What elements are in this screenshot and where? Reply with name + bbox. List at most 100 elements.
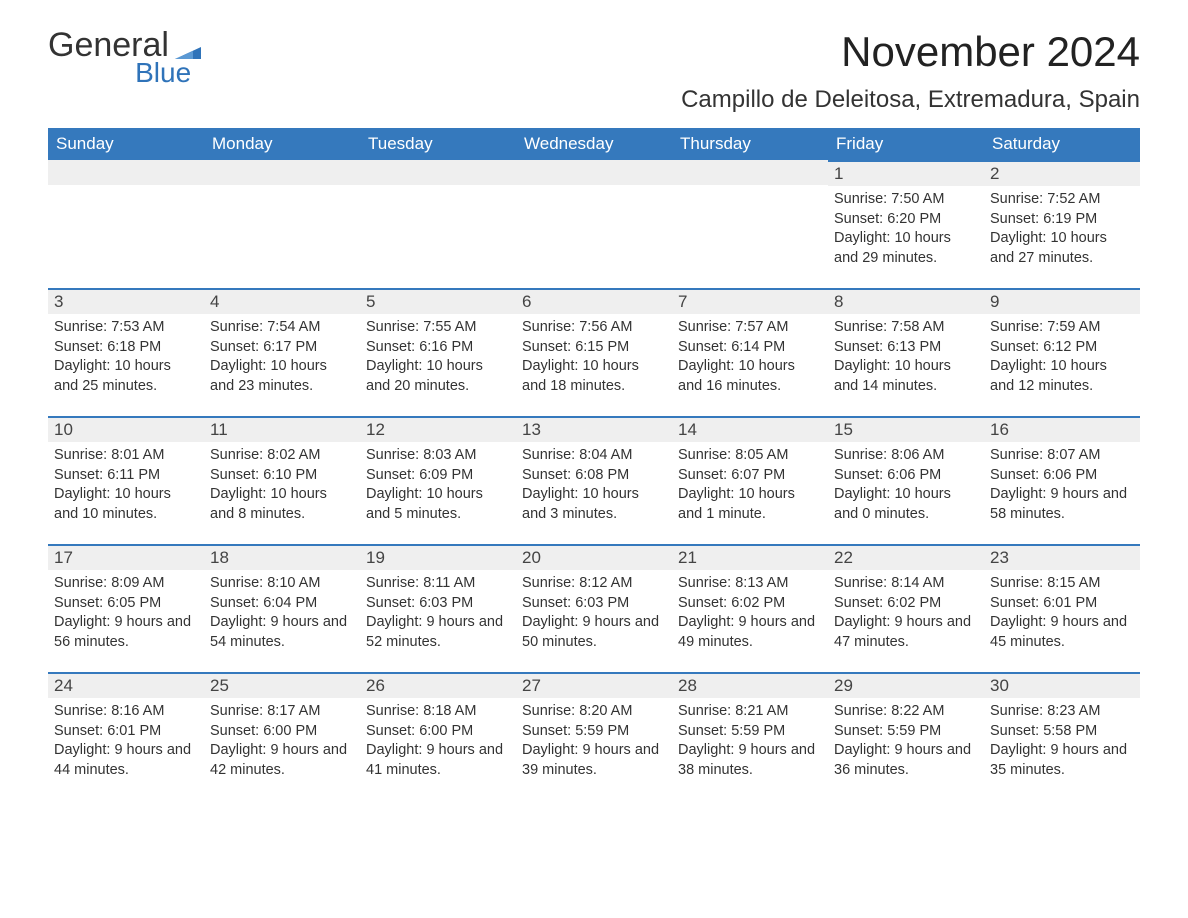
daylight-line: Daylight: 10 hours and 23 minutes. (210, 357, 354, 396)
sunrise-line: Sunrise: 8:21 AM (678, 702, 822, 722)
day-details: Sunrise: 7:50 AMSunset: 6:20 PMDaylight:… (828, 186, 984, 274)
daylight-line: Daylight: 9 hours and 54 minutes. (210, 613, 354, 652)
sunrise-line: Sunrise: 8:20 AM (522, 702, 666, 722)
calendar-week-row: 24Sunrise: 8:16 AMSunset: 6:01 PMDayligh… (48, 672, 1140, 800)
sunset-line: Sunset: 6:13 PM (834, 338, 978, 358)
calendar-day-cell: 2Sunrise: 7:52 AMSunset: 6:19 PMDaylight… (984, 160, 1140, 288)
daylight-line: Daylight: 9 hours and 45 minutes. (990, 613, 1134, 652)
sunset-line: Sunset: 6:08 PM (522, 466, 666, 486)
day-number: 6 (516, 288, 672, 314)
daylight-line: Daylight: 9 hours and 56 minutes. (54, 613, 198, 652)
daylight-line: Daylight: 10 hours and 5 minutes. (366, 485, 510, 524)
calendar-day-cell: 6Sunrise: 7:56 AMSunset: 6:15 PMDaylight… (516, 288, 672, 416)
day-details: Sunrise: 8:11 AMSunset: 6:03 PMDaylight:… (360, 570, 516, 658)
daylight-line: Daylight: 9 hours and 42 minutes. (210, 741, 354, 780)
weekday-header: Thursday (672, 128, 828, 160)
day-number: 23 (984, 544, 1140, 570)
day-number: 18 (204, 544, 360, 570)
sunrise-line: Sunrise: 8:02 AM (210, 446, 354, 466)
day-number: 11 (204, 416, 360, 442)
calendar-day-cell: 21Sunrise: 8:13 AMSunset: 6:02 PMDayligh… (672, 544, 828, 672)
calendar-day-cell: 28Sunrise: 8:21 AMSunset: 5:59 PMDayligh… (672, 672, 828, 800)
day-details: Sunrise: 7:55 AMSunset: 6:16 PMDaylight:… (360, 314, 516, 402)
day-details: Sunrise: 8:12 AMSunset: 6:03 PMDaylight:… (516, 570, 672, 658)
sunset-line: Sunset: 6:17 PM (210, 338, 354, 358)
day-details: Sunrise: 8:17 AMSunset: 6:00 PMDaylight:… (204, 698, 360, 786)
calendar-day-cell: 16Sunrise: 8:07 AMSunset: 6:06 PMDayligh… (984, 416, 1140, 544)
calendar-empty-cell (360, 160, 516, 288)
day-details: Sunrise: 8:21 AMSunset: 5:59 PMDaylight:… (672, 698, 828, 786)
day-number: 13 (516, 416, 672, 442)
day-details: Sunrise: 8:06 AMSunset: 6:06 PMDaylight:… (828, 442, 984, 530)
calendar-day-cell: 11Sunrise: 8:02 AMSunset: 6:10 PMDayligh… (204, 416, 360, 544)
sunrise-line: Sunrise: 8:13 AM (678, 574, 822, 594)
sunrise-line: Sunrise: 7:59 AM (990, 318, 1134, 338)
day-details: Sunrise: 7:57 AMSunset: 6:14 PMDaylight:… (672, 314, 828, 402)
sunset-line: Sunset: 6:04 PM (210, 594, 354, 614)
daylight-line: Daylight: 9 hours and 44 minutes. (54, 741, 198, 780)
day-number: 2 (984, 160, 1140, 186)
calendar-day-cell: 13Sunrise: 8:04 AMSunset: 6:08 PMDayligh… (516, 416, 672, 544)
sunrise-line: Sunrise: 8:07 AM (990, 446, 1134, 466)
day-details: Sunrise: 8:07 AMSunset: 6:06 PMDaylight:… (984, 442, 1140, 530)
calendar-week-row: 10Sunrise: 8:01 AMSunset: 6:11 PMDayligh… (48, 416, 1140, 544)
day-number: 12 (360, 416, 516, 442)
day-details: Sunrise: 7:56 AMSunset: 6:15 PMDaylight:… (516, 314, 672, 402)
empty-strip (48, 160, 204, 185)
sunset-line: Sunset: 6:11 PM (54, 466, 198, 486)
day-details: Sunrise: 8:02 AMSunset: 6:10 PMDaylight:… (204, 442, 360, 530)
sunrise-line: Sunrise: 8:01 AM (54, 446, 198, 466)
calendar-day-cell: 15Sunrise: 8:06 AMSunset: 6:06 PMDayligh… (828, 416, 984, 544)
sunset-line: Sunset: 6:02 PM (678, 594, 822, 614)
day-number: 9 (984, 288, 1140, 314)
calendar-day-cell: 12Sunrise: 8:03 AMSunset: 6:09 PMDayligh… (360, 416, 516, 544)
day-number: 21 (672, 544, 828, 570)
sunset-line: Sunset: 6:00 PM (366, 722, 510, 742)
day-number: 30 (984, 672, 1140, 698)
sunset-line: Sunset: 6:03 PM (522, 594, 666, 614)
day-number: 26 (360, 672, 516, 698)
sunset-line: Sunset: 6:01 PM (990, 594, 1134, 614)
empty-strip (360, 160, 516, 185)
day-details: Sunrise: 7:53 AMSunset: 6:18 PMDaylight:… (48, 314, 204, 402)
day-number: 4 (204, 288, 360, 314)
daylight-line: Daylight: 10 hours and 12 minutes. (990, 357, 1134, 396)
calendar-week-row: 17Sunrise: 8:09 AMSunset: 6:05 PMDayligh… (48, 544, 1140, 672)
empty-strip (516, 160, 672, 185)
day-number: 17 (48, 544, 204, 570)
calendar-day-cell: 7Sunrise: 7:57 AMSunset: 6:14 PMDaylight… (672, 288, 828, 416)
day-details: Sunrise: 8:23 AMSunset: 5:58 PMDaylight:… (984, 698, 1140, 786)
day-number: 5 (360, 288, 516, 314)
sunset-line: Sunset: 6:20 PM (834, 210, 978, 230)
day-details: Sunrise: 8:13 AMSunset: 6:02 PMDaylight:… (672, 570, 828, 658)
calendar-header-row: SundayMondayTuesdayWednesdayThursdayFrid… (48, 128, 1140, 160)
daylight-line: Daylight: 10 hours and 20 minutes. (366, 357, 510, 396)
daylight-line: Daylight: 9 hours and 47 minutes. (834, 613, 978, 652)
sunset-line: Sunset: 6:19 PM (990, 210, 1134, 230)
weekday-header: Sunday (48, 128, 204, 160)
day-details: Sunrise: 8:22 AMSunset: 5:59 PMDaylight:… (828, 698, 984, 786)
daylight-line: Daylight: 9 hours and 52 minutes. (366, 613, 510, 652)
calendar-day-cell: 20Sunrise: 8:12 AMSunset: 6:03 PMDayligh… (516, 544, 672, 672)
day-details: Sunrise: 7:52 AMSunset: 6:19 PMDaylight:… (984, 186, 1140, 274)
day-details: Sunrise: 8:09 AMSunset: 6:05 PMDaylight:… (48, 570, 204, 658)
day-number: 3 (48, 288, 204, 314)
weekday-header: Monday (204, 128, 360, 160)
calendar-day-cell: 24Sunrise: 8:16 AMSunset: 6:01 PMDayligh… (48, 672, 204, 800)
day-number: 28 (672, 672, 828, 698)
daylight-line: Daylight: 10 hours and 1 minute. (678, 485, 822, 524)
daylight-line: Daylight: 10 hours and 10 minutes. (54, 485, 198, 524)
calendar-day-cell: 17Sunrise: 8:09 AMSunset: 6:05 PMDayligh… (48, 544, 204, 672)
day-details: Sunrise: 7:59 AMSunset: 6:12 PMDaylight:… (984, 314, 1140, 402)
day-details: Sunrise: 7:54 AMSunset: 6:17 PMDaylight:… (204, 314, 360, 402)
calendar-day-cell: 22Sunrise: 8:14 AMSunset: 6:02 PMDayligh… (828, 544, 984, 672)
day-number: 19 (360, 544, 516, 570)
calendar-day-cell: 1Sunrise: 7:50 AMSunset: 6:20 PMDaylight… (828, 160, 984, 288)
calendar-week-row: 1Sunrise: 7:50 AMSunset: 6:20 PMDaylight… (48, 160, 1140, 288)
calendar-day-cell: 27Sunrise: 8:20 AMSunset: 5:59 PMDayligh… (516, 672, 672, 800)
weekday-header: Tuesday (360, 128, 516, 160)
day-number: 14 (672, 416, 828, 442)
day-number: 1 (828, 160, 984, 186)
day-details: Sunrise: 8:16 AMSunset: 6:01 PMDaylight:… (48, 698, 204, 786)
sunrise-line: Sunrise: 8:15 AM (990, 574, 1134, 594)
